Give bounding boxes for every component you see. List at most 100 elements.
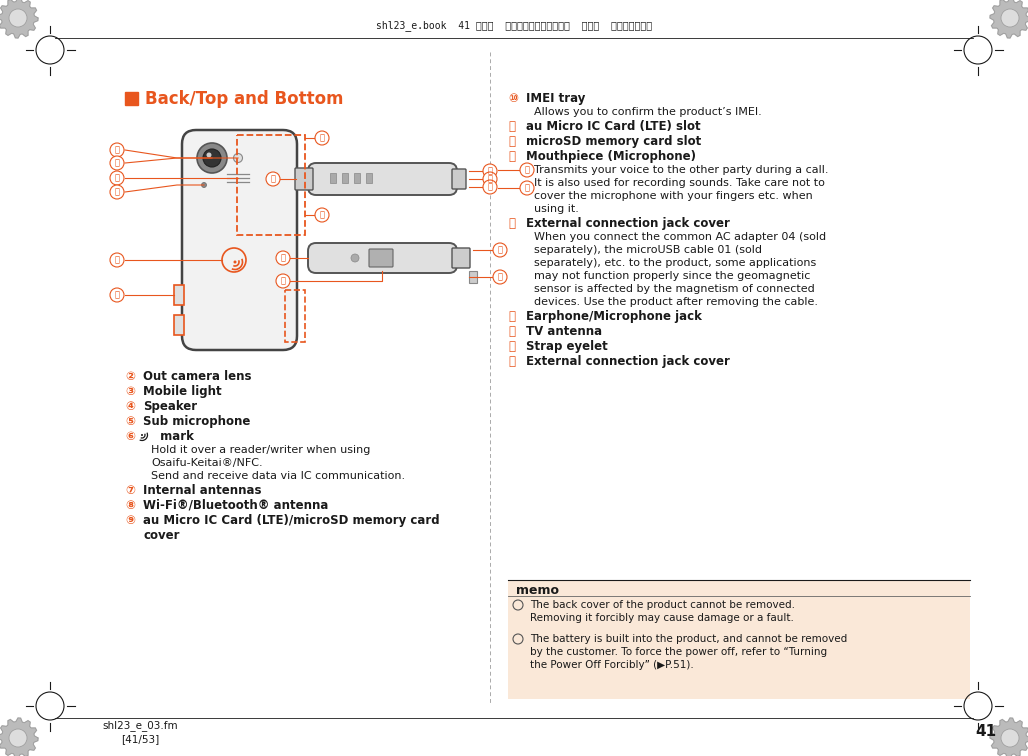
Text: ⑯: ⑯ bbox=[508, 325, 515, 338]
Text: Back/Top and Bottom: Back/Top and Bottom bbox=[145, 89, 343, 107]
Bar bbox=[330, 173, 336, 183]
Bar bbox=[174, 315, 184, 335]
Text: devices. Use the product after removing the cable.: devices. Use the product after removing … bbox=[534, 297, 818, 307]
Text: Speaker: Speaker bbox=[143, 400, 197, 413]
Circle shape bbox=[315, 208, 329, 222]
Circle shape bbox=[110, 185, 124, 199]
Text: separately), etc. to the product, some applications: separately), etc. to the product, some a… bbox=[534, 258, 816, 268]
FancyBboxPatch shape bbox=[308, 243, 457, 273]
FancyBboxPatch shape bbox=[308, 163, 457, 195]
Text: separately), the microUSB cable 01 (sold: separately), the microUSB cable 01 (sold bbox=[534, 245, 762, 255]
Text: ⑥: ⑥ bbox=[125, 430, 135, 443]
Text: Send and receive data via IC communication.: Send and receive data via IC communicati… bbox=[151, 471, 405, 481]
Bar bbox=[354, 173, 360, 183]
Text: shl23_e.book  41 ページ  ２０１３年１１月１２日  火曜日  午後４時４８分: shl23_e.book 41 ページ ２０１３年１１月１２日 火曜日 午後４時… bbox=[376, 20, 652, 32]
Text: ⑰: ⑰ bbox=[508, 340, 515, 353]
Text: IMEI tray: IMEI tray bbox=[526, 92, 585, 105]
Text: Strap eyelet: Strap eyelet bbox=[526, 340, 608, 353]
Polygon shape bbox=[990, 0, 1028, 38]
Polygon shape bbox=[0, 0, 38, 38]
Text: sensor is affected by the magnetism of connected: sensor is affected by the magnetism of c… bbox=[534, 284, 815, 294]
Text: ⑩: ⑩ bbox=[508, 92, 518, 105]
Text: using it.: using it. bbox=[534, 204, 579, 214]
Text: External connection jack cover: External connection jack cover bbox=[526, 355, 730, 368]
FancyBboxPatch shape bbox=[452, 169, 466, 189]
Circle shape bbox=[520, 181, 534, 195]
Text: ②: ② bbox=[125, 370, 135, 383]
Text: The battery is built into the product, and cannot be removed: The battery is built into the product, a… bbox=[530, 634, 847, 644]
FancyBboxPatch shape bbox=[295, 168, 313, 190]
Text: ㉖: ㉖ bbox=[498, 246, 503, 255]
Circle shape bbox=[266, 172, 280, 186]
Circle shape bbox=[483, 164, 497, 178]
Circle shape bbox=[9, 729, 27, 747]
Circle shape bbox=[110, 288, 124, 302]
Text: ⑫: ⑫ bbox=[114, 159, 119, 168]
Circle shape bbox=[351, 254, 359, 262]
Text: by the customer. To force the power off, refer to “Turning: by the customer. To force the power off,… bbox=[530, 647, 828, 657]
Text: It is also used for recording sounds. Take care not to: It is also used for recording sounds. Ta… bbox=[534, 178, 824, 188]
Text: Mobile light: Mobile light bbox=[143, 385, 222, 398]
Bar bbox=[508, 580, 970, 699]
Circle shape bbox=[493, 270, 507, 284]
Text: ㉒: ㉒ bbox=[281, 253, 286, 262]
Text: ⑲: ⑲ bbox=[487, 166, 492, 175]
Text: ⑳: ⑳ bbox=[487, 175, 492, 184]
Circle shape bbox=[110, 143, 124, 157]
Text: ⑱: ⑱ bbox=[270, 175, 276, 184]
Circle shape bbox=[141, 434, 143, 436]
Text: ⑬: ⑬ bbox=[508, 150, 515, 163]
Text: ⑪: ⑪ bbox=[508, 120, 515, 133]
Text: TV antenna: TV antenna bbox=[526, 325, 602, 338]
Text: ⑬: ⑬ bbox=[114, 173, 119, 182]
Text: ㉓: ㉓ bbox=[281, 277, 286, 286]
Text: ⑯: ⑯ bbox=[114, 290, 119, 299]
Circle shape bbox=[222, 248, 246, 272]
Text: cover: cover bbox=[143, 529, 180, 542]
Circle shape bbox=[197, 143, 227, 173]
Text: Osaifu-Keitai®/NFC.: Osaifu-Keitai®/NFC. bbox=[151, 458, 262, 468]
Circle shape bbox=[203, 149, 221, 167]
Text: ⑮: ⑮ bbox=[508, 310, 515, 323]
Text: Internal antennas: Internal antennas bbox=[143, 484, 261, 497]
Text: shl23_e_03.fm
[41/53]: shl23_e_03.fm [41/53] bbox=[102, 720, 178, 744]
Circle shape bbox=[110, 156, 124, 170]
Circle shape bbox=[233, 261, 236, 264]
Text: ⑪: ⑪ bbox=[114, 145, 119, 154]
Text: ⑨: ⑨ bbox=[125, 514, 135, 527]
Text: mark: mark bbox=[156, 430, 194, 443]
Polygon shape bbox=[0, 718, 38, 756]
Text: ⑦: ⑦ bbox=[125, 484, 135, 497]
Text: ㉕: ㉕ bbox=[524, 184, 529, 193]
Text: External connection jack cover: External connection jack cover bbox=[526, 217, 730, 230]
Text: ⑭: ⑭ bbox=[508, 217, 515, 230]
Text: ⑭: ⑭ bbox=[114, 187, 119, 197]
Bar bbox=[174, 285, 184, 305]
Circle shape bbox=[315, 131, 329, 145]
Text: ⑰: ⑰ bbox=[320, 210, 325, 219]
Circle shape bbox=[493, 243, 507, 257]
FancyBboxPatch shape bbox=[452, 248, 470, 268]
Bar bbox=[285, 290, 305, 342]
Text: Hold it over a reader/writer when using: Hold it over a reader/writer when using bbox=[151, 445, 370, 455]
Circle shape bbox=[520, 163, 534, 177]
Text: ⑧: ⑧ bbox=[125, 499, 135, 512]
Bar bbox=[342, 173, 348, 183]
Text: ㉑: ㉑ bbox=[487, 182, 492, 191]
Text: The back cover of the product cannot be removed.: The back cover of the product cannot be … bbox=[530, 600, 795, 610]
Circle shape bbox=[9, 9, 27, 27]
Bar bbox=[366, 173, 372, 183]
Polygon shape bbox=[990, 718, 1028, 756]
Text: Earphone/Microphone jack: Earphone/Microphone jack bbox=[526, 310, 702, 323]
Text: cover the microphone with your fingers etc. when: cover the microphone with your fingers e… bbox=[534, 191, 813, 201]
Text: ③: ③ bbox=[125, 385, 135, 398]
Text: ⑤: ⑤ bbox=[125, 415, 135, 428]
Circle shape bbox=[1001, 9, 1019, 27]
Text: ⑫: ⑫ bbox=[508, 135, 515, 148]
Circle shape bbox=[233, 153, 243, 163]
Bar bbox=[125, 92, 138, 105]
Circle shape bbox=[276, 251, 290, 265]
Text: Removing it forcibly may cause damage or a fault.: Removing it forcibly may cause damage or… bbox=[530, 613, 794, 623]
Circle shape bbox=[207, 153, 212, 157]
Text: microSD memory card slot: microSD memory card slot bbox=[526, 135, 701, 148]
